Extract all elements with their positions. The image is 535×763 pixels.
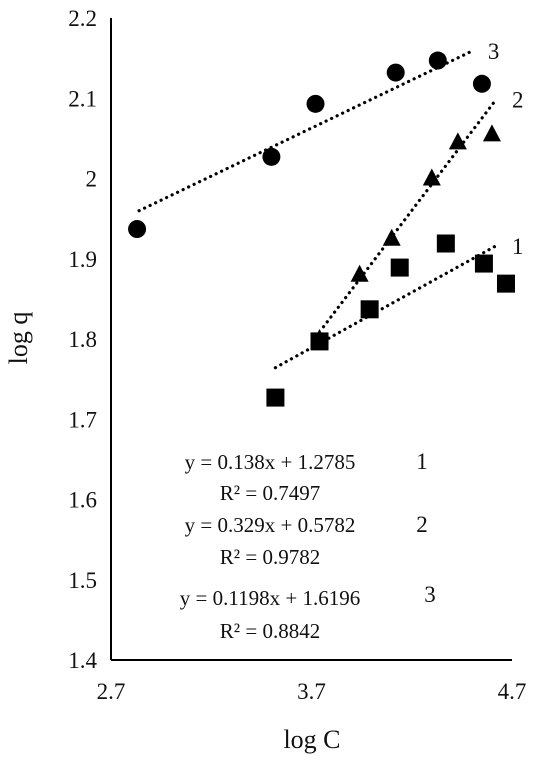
- equation-3-series-number: 3: [424, 582, 436, 607]
- equation-1-series-number: 1: [416, 449, 428, 474]
- y-tick-label: 2: [86, 167, 98, 192]
- y-tick-label: 1.5: [68, 568, 97, 593]
- equation-2: y = 0.329x + 0.5782: [185, 513, 356, 537]
- data-point-series-3: [262, 147, 281, 166]
- equation-2-series-number: 2: [416, 512, 428, 537]
- y-tick-label: 1.4: [68, 648, 97, 673]
- trendline-series-1: [273, 244, 498, 370]
- r2-3: R² = 0.8842: [220, 619, 320, 643]
- y-tick-label: 1.6: [68, 488, 97, 513]
- markers: [128, 51, 515, 407]
- plot-area: 123: [110, 18, 524, 661]
- data-point-series-3: [428, 51, 447, 70]
- series-labels: 1 23: [488, 39, 524, 259]
- equation-1: y = 0.138x + 1.2785: [185, 450, 356, 474]
- data-point-series-1: [266, 388, 285, 407]
- data-point-series-1: [436, 234, 455, 253]
- r2-2: R² = 0.9782: [220, 545, 320, 569]
- y-axis-title: log q: [4, 312, 33, 365]
- equation-3: y = 0.1198x + 1.6196: [180, 586, 360, 610]
- x-tick-label: 2.7: [97, 679, 126, 704]
- data-point-series-3: [128, 220, 147, 239]
- data-point-series-2: [382, 228, 401, 246]
- data-point-series-2: [482, 124, 501, 142]
- x-axis-title: log C: [283, 725, 340, 754]
- y-tick-labels: 1.4 1.5 1.6 1.7 1.8 1.9 2 2.1 2.2: [68, 6, 97, 673]
- series-label-1: 1: [512, 234, 523, 259]
- y-tick-label: 2.1: [68, 86, 97, 111]
- data-point-series-2: [422, 168, 441, 186]
- y-tick-label: 1.8: [68, 327, 97, 352]
- x-tick-label: 4.7: [498, 679, 527, 704]
- x-tick-label: 3.7: [297, 679, 326, 704]
- data-point-series-3: [386, 63, 405, 82]
- y-tick-label: 2.2: [68, 6, 97, 31]
- data-point-series-2: [350, 264, 369, 282]
- series-label-2: 2: [512, 88, 523, 113]
- data-point-series-1: [474, 254, 493, 273]
- data-point-series-1: [390, 258, 409, 277]
- trendline-series-2: [321, 98, 498, 329]
- r2-1: R² = 0.7497: [220, 481, 320, 505]
- data-point-series-2: [448, 132, 467, 150]
- y-tick-label: 1.9: [68, 247, 97, 272]
- data-point-series-1: [496, 274, 515, 293]
- data-point-series-3: [472, 74, 491, 93]
- y-tick-label: 1.7: [68, 407, 97, 432]
- data-point-series-3: [306, 94, 325, 113]
- data-point-series-2: [310, 329, 329, 346]
- x-tick-labels: 2.7 3.7 4.7: [97, 679, 527, 704]
- series-label-3: 3: [488, 39, 500, 64]
- trendline-series-3: [137, 49, 474, 213]
- equation-annotations: y = 0.138x + 1.2785 R² = 0.7497 y = 0.32…: [180, 449, 436, 643]
- data-point-series-1: [360, 300, 379, 319]
